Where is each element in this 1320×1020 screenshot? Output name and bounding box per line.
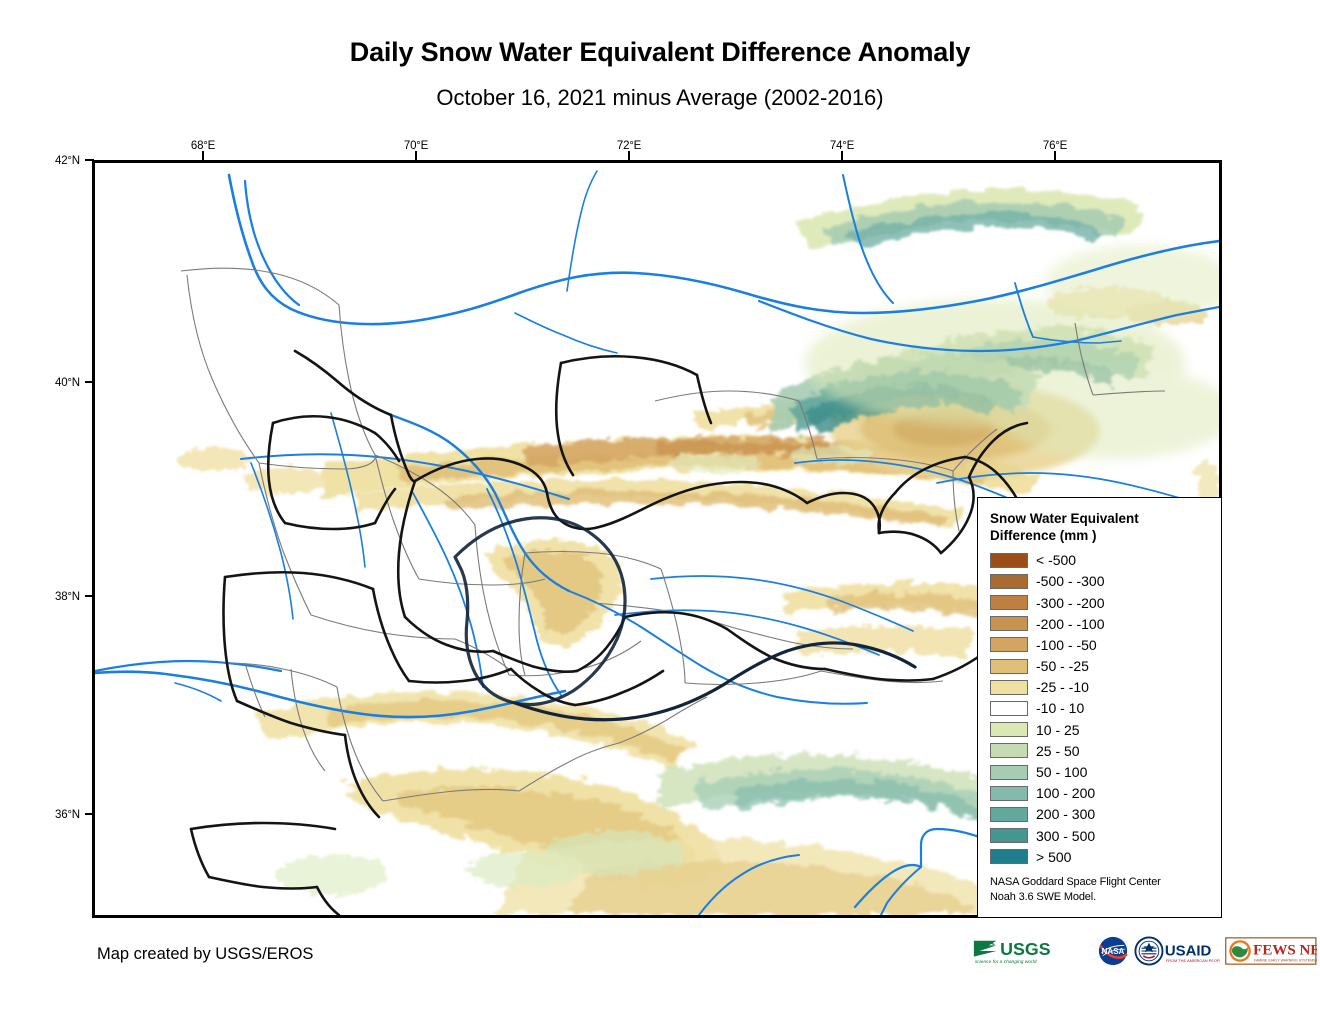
lat-label-40: 40°N <box>55 377 80 389</box>
lon-label-70: 70°E <box>403 140 429 152</box>
legend-swatch <box>990 700 1028 716</box>
lat-tick-42 <box>85 159 94 161</box>
legend-label: -200 - -100 <box>1036 615 1105 632</box>
lon-tick-74 <box>841 151 843 160</box>
legend-row: 25 - 50 <box>990 740 1211 761</box>
svg-text:FEWS NET: FEWS NET <box>1253 943 1317 959</box>
legend-swatch <box>990 785 1028 801</box>
legend-row: 300 - 500 <box>990 825 1211 846</box>
legend-row: -25 - -10 <box>990 677 1211 698</box>
legend-row: -50 - -25 <box>990 655 1211 676</box>
page-subtitle: October 16, 2021 minus Average (2002-201… <box>436 84 884 110</box>
legend-label: -300 - -200 <box>1036 594 1105 611</box>
legend-swatch <box>990 616 1028 632</box>
lon-label-68: 68°E <box>190 140 216 152</box>
legend-row: > 500 <box>990 846 1211 867</box>
lon-tick-70 <box>415 151 417 160</box>
lon-label-72: 72°E <box>616 140 642 152</box>
admin-boundaries-layer <box>180 267 1219 802</box>
legend-label: > 500 <box>1036 848 1072 865</box>
legend-label: -500 - -300 <box>1036 573 1105 590</box>
legend-swatch <box>990 722 1028 738</box>
title-block: Daily Snow Water Equivalent Difference A… <box>0 0 1320 110</box>
lon-label-74: 74°E <box>829 140 855 152</box>
svg-text:science for a changing world: science for a changing world <box>975 959 1037 965</box>
lat-label-42: 42°N <box>55 155 80 167</box>
legend-row: 200 - 300 <box>990 804 1211 825</box>
legend-label: -100 - -50 <box>1036 636 1097 653</box>
lon-label-76: 76°E <box>1042 140 1068 152</box>
basin-outline-layer <box>453 516 917 722</box>
legend-swatch <box>990 743 1028 759</box>
legend-swatch <box>990 828 1028 844</box>
legend-title: Snow Water Equivalent Difference (mm ) <box>990 511 1139 544</box>
legend-swatch <box>990 679 1028 695</box>
legend-row: < -500 <box>990 550 1211 571</box>
svg-text:USAID: USAID <box>1165 943 1212 960</box>
legend-swatch <box>990 764 1028 780</box>
country-boundaries-layer <box>189 349 1029 915</box>
legend-source-note: NASA Goddard Space Flight Center Noah 3.… <box>990 876 1161 903</box>
lat-label-38: 38°N <box>55 591 80 603</box>
legend-label: 200 - 300 <box>1036 806 1096 823</box>
legend-row: -500 - -300 <box>990 571 1211 592</box>
nasa-logo[interactable]: NASA <box>1097 935 1129 967</box>
legend-swatch <box>990 806 1028 822</box>
legend-label: -10 - 10 <box>1036 700 1085 717</box>
svg-text:USGS: USGS <box>1000 939 1051 959</box>
lon-tick-76 <box>1054 151 1056 160</box>
svg-text:FROM THE AMERICAN PEOPLE: FROM THE AMERICAN PEOPLE <box>1166 958 1220 963</box>
legend-label: < -500 <box>1036 552 1077 569</box>
legend-rows: < -500 -500 - -300 -300 - -200 -200 - -100 -… <box>990 550 1211 868</box>
svg-text:FAMINE EARLY WARNING SYSTEMS N: FAMINE EARLY WARNING SYSTEMS NETWORK <box>1254 958 1317 962</box>
anomaly-positive-layer <box>277 188 1219 895</box>
lat-tick-38 <box>85 595 94 597</box>
legend-swatch <box>990 849 1028 865</box>
legend-swatch <box>990 658 1028 674</box>
legend-label: 50 - 100 <box>1036 764 1088 780</box>
legend-label: 300 - 500 <box>1036 827 1096 844</box>
usaid-logo[interactable]: USAID FROM THE AMERICAN PEOPLE <box>1134 935 1220 967</box>
legend-swatch <box>990 573 1028 589</box>
lat-tick-36 <box>85 813 94 815</box>
legend-label: 10 - 25 <box>1036 721 1080 738</box>
legend-label: -25 - -10 <box>1036 679 1089 696</box>
lat-tick-40 <box>85 381 94 383</box>
legend-label: 100 - 200 <box>1036 785 1096 802</box>
lon-tick-72 <box>628 151 630 160</box>
legend-row: -200 - -100 <box>990 613 1211 634</box>
map-legend[interactable]: Snow Water Equivalent Difference (mm ) <… <box>977 497 1222 918</box>
map-credit: Map created by USGS/EROS <box>97 945 314 963</box>
fewsnet-logo[interactable]: FEWS NET FAMINE EARLY WARNING SYSTEMS NE… <box>1225 935 1317 967</box>
usgs-logo[interactable]: USGS science for a changing world <box>972 935 1092 967</box>
legend-label: -50 - -25 <box>1036 658 1089 675</box>
legend-row: -300 - -200 <box>990 592 1211 613</box>
logo-bar: USGS science for a changing world NASA U… <box>972 934 1317 968</box>
lat-label-36: 36°N <box>55 809 80 821</box>
page-title: Daily Snow Water Equivalent Difference A… <box>349 37 971 67</box>
legend-row: -100 - -50 <box>990 634 1211 655</box>
legend-row: -10 - 10 <box>990 698 1211 719</box>
svg-text:NASA: NASA <box>1102 947 1125 956</box>
legend-swatch <box>990 595 1028 610</box>
legend-row: 10 - 25 <box>990 719 1211 740</box>
legend-row: 100 - 200 <box>990 783 1211 804</box>
map-frame[interactable] <box>92 160 1222 918</box>
legend-label: 25 - 50 <box>1036 742 1080 759</box>
legend-swatch <box>990 637 1028 653</box>
lon-tick-68 <box>202 151 204 160</box>
legend-swatch <box>990 552 1028 568</box>
map-canvas[interactable] <box>95 163 1219 915</box>
rivers-layer <box>95 170 1219 915</box>
legend-row: 50 - 100 <box>990 761 1211 782</box>
